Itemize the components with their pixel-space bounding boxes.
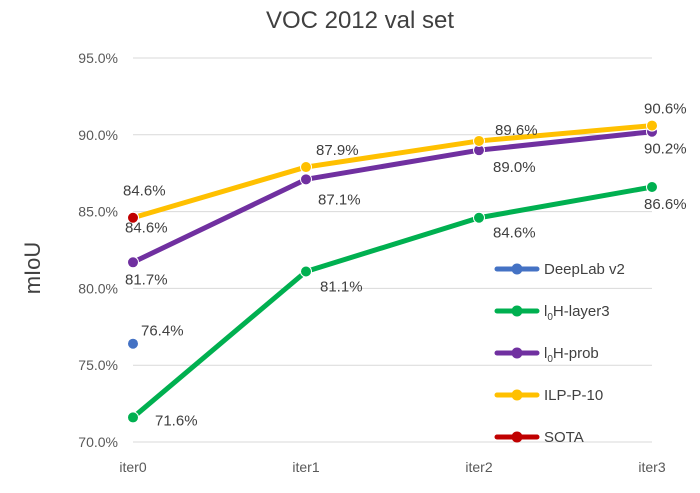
series-deeplab-v2 <box>127 337 139 350</box>
data-label: 84.6% <box>125 220 168 237</box>
y-tick-label: 70.0% <box>78 434 118 450</box>
data-point <box>646 119 658 132</box>
data-label: 81.1% <box>320 279 363 296</box>
data-point <box>300 161 312 174</box>
y-tick-label: 90.0% <box>78 127 118 143</box>
series-sota <box>127 211 139 224</box>
data-labels: 71.6% 81.1% 84.6% 86.6% 81.7% 87.1% 89.0% 90.2%… <box>123 101 687 430</box>
data-label: 90.6% <box>644 101 687 118</box>
data-point <box>300 173 312 186</box>
series-l0h-prob <box>127 125 658 269</box>
data-point <box>473 134 485 147</box>
y-axis-ticks: 70.0% 75.0% 80.0% 85.0% 90.0% 95.0% <box>78 50 118 450</box>
legend-item: SOTA <box>494 429 584 446</box>
y-tick-label: 95.0% <box>78 50 118 66</box>
grid <box>133 57 652 443</box>
y-tick-label: 75.0% <box>78 357 118 373</box>
series-line <box>130 184 655 420</box>
data-label: 90.2% <box>644 141 687 158</box>
legend-swatch-marker <box>511 347 523 359</box>
series-l0h-layer3 <box>127 181 658 424</box>
chart-title: VOC 2012 val set <box>266 7 454 34</box>
data-point <box>473 211 485 224</box>
legend-swatch-marker <box>511 431 523 443</box>
data-point <box>127 256 139 269</box>
data-label: 87.1% <box>318 191 361 208</box>
data-label: 76.4% <box>141 323 184 340</box>
x-tick-label: iter0 <box>119 459 146 475</box>
data-label: 81.7% <box>125 271 168 288</box>
data-label: 89.0% <box>493 159 536 176</box>
legend-item: DeepLab v2 <box>494 261 625 278</box>
legend: DeepLab v2 l0H-layer3 l0H-prob ILP-P-10 SOTA <box>494 261 625 446</box>
x-tick-label: iter3 <box>638 459 665 475</box>
x-tick-label: iter2 <box>465 459 492 475</box>
data-point <box>127 411 139 424</box>
legend-swatch-marker <box>511 263 523 275</box>
data-label: 71.6% <box>155 412 198 429</box>
data-label: 86.6% <box>644 196 687 213</box>
y-axis-label: mIoU <box>20 242 45 295</box>
y-tick-label: 80.0% <box>78 280 118 296</box>
series-ilp-p-10 <box>127 119 658 224</box>
legend-label: l0H-layer3 <box>544 303 610 323</box>
series-line <box>130 129 655 265</box>
legend-swatch-marker <box>511 305 523 317</box>
data-label: 84.6% <box>493 225 536 242</box>
series-line <box>130 123 655 221</box>
legend-swatch-marker <box>511 389 523 401</box>
x-tick-label: iter1 <box>292 459 319 475</box>
legend-label: DeepLab v2 <box>544 261 625 278</box>
legend-label: ILP-P-10 <box>544 387 603 404</box>
legend-item: ILP-P-10 <box>494 387 603 404</box>
legend-label: l0H-prob <box>544 345 599 365</box>
x-axis-ticks: iter0 iter1 iter2 iter3 <box>119 459 665 475</box>
legend-label: SOTA <box>544 429 584 446</box>
data-label: 89.6% <box>495 122 538 139</box>
data-point <box>127 337 139 350</box>
legend-item: l0H-layer3 <box>494 303 610 323</box>
y-tick-label: 85.0% <box>78 204 118 220</box>
series-group <box>127 119 658 424</box>
data-label: 87.9% <box>316 142 359 159</box>
legend-item: l0H-prob <box>494 345 599 365</box>
data-point <box>300 265 312 278</box>
data-point <box>127 211 139 224</box>
data-point <box>646 181 658 194</box>
data-label: 84.6% <box>123 183 166 200</box>
